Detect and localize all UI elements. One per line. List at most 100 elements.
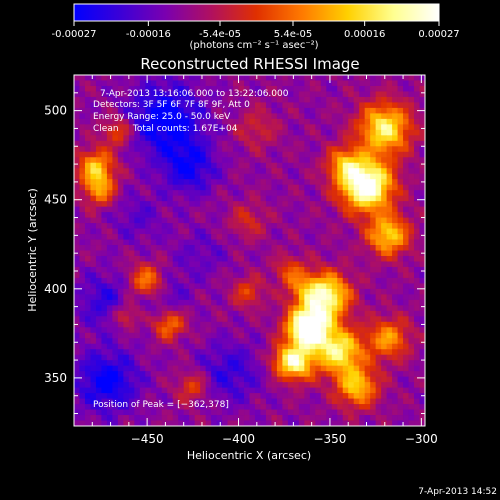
heatmap-cell <box>244 250 250 257</box>
heatmap-cell <box>95 387 102 394</box>
heatmap-cell <box>287 179 294 186</box>
heatmap-cell <box>419 113 425 120</box>
heatmap-cell <box>419 371 425 378</box>
heatmap-cell <box>282 338 289 345</box>
heatmap-cell <box>123 102 130 109</box>
heatmap-cell <box>145 382 152 389</box>
heatmap-cell <box>408 223 415 229</box>
heatmap-cell <box>79 332 86 339</box>
heatmap-cell <box>381 266 388 273</box>
heatmap-cell <box>178 151 185 158</box>
heatmap-cell <box>227 283 234 290</box>
heatmap-cell <box>397 151 404 158</box>
heatmap-cell <box>106 212 113 218</box>
heatmap-cell <box>397 294 404 301</box>
heatmap-cell <box>364 157 371 164</box>
heatmap-cell <box>304 261 311 268</box>
heatmap-cell <box>216 398 223 405</box>
heatmap-cell <box>249 376 256 383</box>
heatmap-cell <box>112 272 119 279</box>
heatmap-cell <box>233 245 239 251</box>
heatmap-cell <box>276 212 283 218</box>
heatmap-cell <box>419 223 425 229</box>
heatmap-cell <box>419 261 425 268</box>
heatmap-cell <box>123 283 130 290</box>
heatmap-cell <box>227 393 234 399</box>
heatmap-cell <box>112 398 119 405</box>
heatmap-cell <box>353 228 360 235</box>
heatmap-cell <box>233 151 239 158</box>
heatmap-cell <box>95 266 102 273</box>
heatmap-cell <box>348 239 355 246</box>
heatmap-cell <box>194 173 201 180</box>
heatmap-cell <box>244 201 250 208</box>
heatmap-cell <box>249 415 256 421</box>
heatmap-cell <box>254 327 261 334</box>
heatmap-cell <box>320 360 327 367</box>
heatmap-cell <box>161 305 168 312</box>
heatmap-cell <box>326 398 333 405</box>
heatmap-cell <box>419 245 425 251</box>
heatmap-cell <box>183 190 190 197</box>
heatmap-cell <box>139 420 146 426</box>
heatmap-cell <box>134 327 141 334</box>
heatmap-cell <box>249 250 256 257</box>
heatmap-cell <box>282 146 289 153</box>
heatmap-cell <box>139 179 146 186</box>
heatmap-cell <box>233 102 239 109</box>
heatmap-cell <box>293 91 300 98</box>
heatmap-cell <box>386 245 393 251</box>
heatmap-cell <box>403 223 409 229</box>
heatmap-cell <box>227 140 234 147</box>
heatmap-cell <box>408 360 415 367</box>
heatmap-cell <box>315 321 322 328</box>
heatmap-cell <box>139 250 146 257</box>
heatmap-cell <box>353 190 360 197</box>
heatmap-cell <box>265 321 272 328</box>
heatmap-cell <box>260 277 267 284</box>
heatmap-cell <box>172 107 179 114</box>
heatmap-cell <box>331 239 338 246</box>
heatmap-cell <box>161 157 168 164</box>
heatmap-cell <box>414 184 420 191</box>
heatmap-cell <box>211 277 217 284</box>
heatmap-cell <box>403 283 409 290</box>
heatmap-cell <box>112 404 119 410</box>
heatmap-cell <box>222 387 228 394</box>
heatmap-cell <box>150 80 157 87</box>
heatmap-cell <box>370 151 377 158</box>
heatmap-cell <box>287 250 294 257</box>
heatmap-cell <box>117 245 124 251</box>
heatmap-cell <box>315 85 322 92</box>
heatmap-cell <box>392 288 398 295</box>
heatmap-cell <box>106 124 113 131</box>
heatmap-cell <box>304 288 311 295</box>
heatmap-cell <box>74 409 80 416</box>
heatmap-cell <box>287 228 294 235</box>
heatmap-cell <box>189 96 196 103</box>
heatmap-cell <box>293 184 300 191</box>
heatmap-cell <box>117 327 124 334</box>
heatmap-cell <box>260 168 267 175</box>
heatmap-cell <box>260 228 267 235</box>
heatmap-cell <box>265 283 272 290</box>
heatmap-cell <box>161 420 168 426</box>
heatmap-cell <box>392 294 398 301</box>
heatmap-cell <box>106 349 113 356</box>
heatmap-cell <box>337 96 344 103</box>
heatmap-cell <box>178 217 185 224</box>
heatmap-cell <box>408 415 415 421</box>
heatmap-cell <box>194 288 201 295</box>
heatmap-cell <box>392 420 398 426</box>
heatmap-cell <box>238 365 245 372</box>
heatmap-cell <box>134 272 141 279</box>
heatmap-cell <box>304 80 311 87</box>
heatmap-cell <box>375 212 382 218</box>
heatmap-cell <box>254 420 261 426</box>
heatmap-cell <box>79 223 86 229</box>
heatmap-cell <box>397 201 404 208</box>
heatmap-cell <box>74 140 80 147</box>
heatmap-cell <box>139 387 146 394</box>
heatmap-cell <box>211 404 217 410</box>
heatmap-cell <box>238 288 245 295</box>
